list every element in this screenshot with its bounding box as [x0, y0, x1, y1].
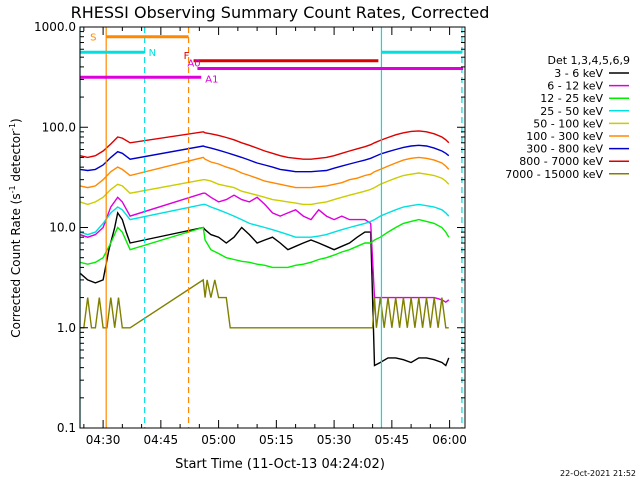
- y-axis-label-sup1: -1: [8, 185, 17, 193]
- y-axis-label-main: Corrected Count Rate (s: [9, 193, 23, 337]
- legend-label-7: 800 - 7000 keV: [519, 155, 603, 168]
- y-tick-label-1: 1.0: [57, 321, 76, 335]
- flag-label-4: A0: [187, 59, 200, 70]
- plot-area: [79, 130, 450, 367]
- legend-label-0: 3 - 6 keV: [554, 67, 603, 80]
- legend-label-3: 25 - 50 keV: [540, 105, 603, 118]
- y-tick-label-0: 0.1: [57, 421, 76, 435]
- series-line-1: [79, 192, 450, 304]
- x-tick-label-0: 04:30: [86, 433, 121, 447]
- series-line-7: [79, 130, 450, 160]
- annotations: S N FA0 A1: [79, 27, 464, 428]
- y-axis-label-end: ): [9, 118, 23, 123]
- legend-label-8: 7000 - 15000 keV: [505, 168, 603, 181]
- flag-label-0: S: [90, 33, 96, 44]
- legend-label-4: 50 - 100 keV: [533, 117, 603, 130]
- series-line-5: [79, 156, 450, 189]
- chart-title: RHESSI Observing Summary Count Rates, Co…: [71, 3, 490, 22]
- plot-frame: [79, 26, 466, 429]
- flag-label-5: A1: [205, 74, 218, 85]
- series-line-2: [79, 218, 450, 269]
- y-axis-label: Corrected Count Rate (s-1 detector-1): [8, 118, 23, 337]
- x-tick-label-5: 05:45: [375, 433, 410, 447]
- x-tick-label-1: 04:45: [144, 433, 179, 447]
- y-tick-label-3: 100.0: [42, 120, 76, 134]
- flag-label-1: N: [149, 48, 156, 59]
- y-tick-label-2: 10.0: [49, 221, 76, 235]
- y-axis-label-sup2: -1: [8, 123, 17, 131]
- legend-title: Det 1,3,4,5,6,9: [547, 54, 630, 67]
- series-line-4: [79, 172, 450, 206]
- x-tick-label-6: 06:00: [432, 433, 467, 447]
- y-axis-label-mid: detector: [9, 131, 23, 186]
- axes: 0.1 1.0 10.0 100.0 1000.0 04:30 04:45 05:00 05:1…: [34, 20, 467, 447]
- series-line-3: [79, 203, 450, 238]
- x-tick-label-2: 05:00: [201, 433, 236, 447]
- series-line-6: [79, 144, 450, 173]
- legend-label-6: 300 - 800 keV: [526, 143, 603, 156]
- x-tick-label-3: 05:15: [259, 433, 294, 447]
- flag-label-3: F: [184, 51, 190, 62]
- x-tick-label-4: 05:30: [317, 433, 352, 447]
- legend-label-1: 6 - 12 keV: [547, 80, 603, 93]
- y-tick-label-4: 1000.0: [34, 20, 76, 34]
- x-axis-label: Start Time (11-Oct-13 04:24:02): [175, 457, 385, 472]
- legend-label-2: 12 - 25 keV: [540, 92, 603, 105]
- series-line-0: [79, 211, 450, 367]
- footer-timestamp: 22-Oct-2021 21:52: [560, 469, 636, 478]
- legend-label-5: 100 - 300 keV: [526, 130, 603, 143]
- series-line-8: [80, 278, 449, 329]
